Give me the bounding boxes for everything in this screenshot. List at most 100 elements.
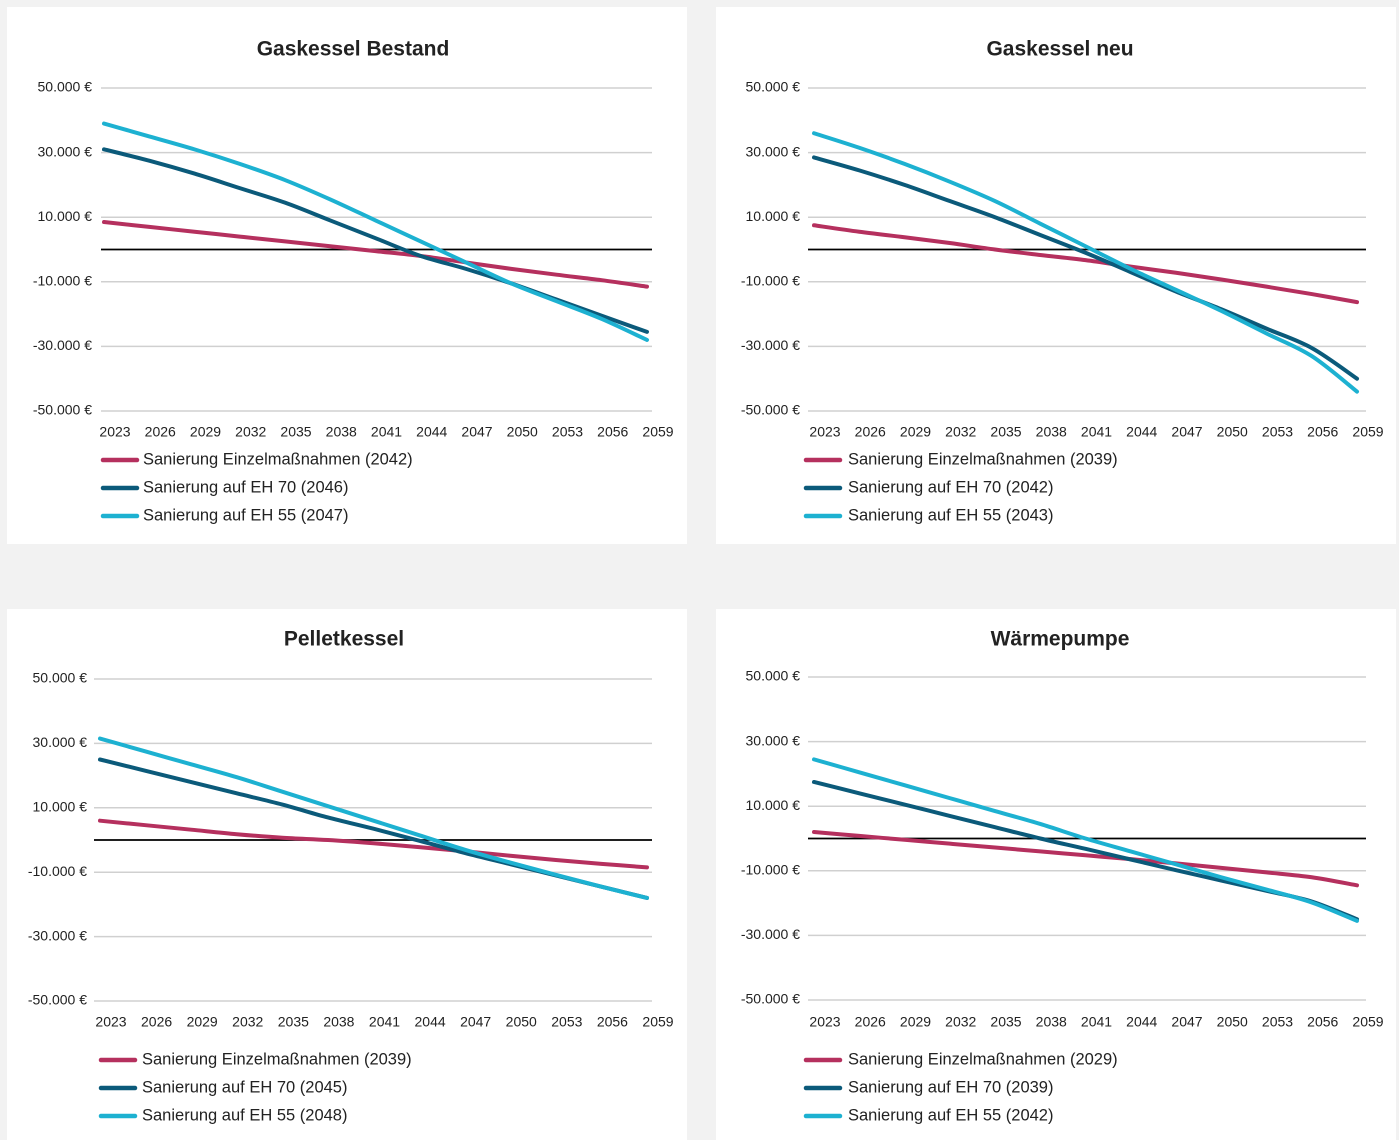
legend-label-eh55: Sanierung auf EH 55 (2042) xyxy=(848,1106,1053,1124)
y-tick-label: -10.000 € xyxy=(33,273,92,289)
y-tick-label: -10.000 € xyxy=(741,273,800,289)
legend-label-eh70: Sanierung auf EH 70 (2045) xyxy=(142,1078,347,1096)
series-line-eh55 xyxy=(812,131,1359,394)
x-tick-label: 2056 xyxy=(1307,424,1338,440)
x-tick-label: 2056 xyxy=(597,424,628,440)
y-tick-label: 10.000 € xyxy=(746,797,801,813)
y-tick-label: -30.000 € xyxy=(33,337,92,353)
x-tick-label: 2050 xyxy=(1217,1014,1248,1030)
y-tick-label: -50.000 € xyxy=(28,992,87,1008)
series-line-eh70 xyxy=(812,155,1359,381)
chart-panel-gaskessel-neu: Gaskessel neu 50.000 € 30.000 € 10.000 € -10… xyxy=(716,7,1396,544)
x-tick-label: 2029 xyxy=(190,424,221,440)
x-tick-label: 2044 xyxy=(415,1014,446,1030)
x-tick-label: 2023 xyxy=(95,1014,126,1030)
x-tick-label: 2038 xyxy=(323,1014,354,1030)
x-tick-label: 2029 xyxy=(187,1014,218,1030)
x-tick-label: 2029 xyxy=(900,1014,931,1030)
x-tick-label: 2047 xyxy=(1171,424,1202,440)
x-tick-label: 2044 xyxy=(1126,1014,1157,1030)
legend-label-eh70: Sanierung auf EH 70 (2046) xyxy=(143,478,348,496)
x-tick-label: 2035 xyxy=(990,424,1021,440)
y-tick-label: -10.000 € xyxy=(741,862,800,878)
x-tick-label: 2047 xyxy=(461,424,492,440)
legend-label-eh55: Sanierung auf EH 55 (2043) xyxy=(848,506,1053,524)
y-tick-label: 10.000 € xyxy=(746,208,801,224)
chart-title: Pelletkessel xyxy=(284,628,404,651)
x-tick-label: 2032 xyxy=(945,1014,976,1030)
x-tick-label: 2035 xyxy=(280,424,311,440)
legend-label-eh70: Sanierung auf EH 70 (2042) xyxy=(848,478,1053,496)
series-line-einzel xyxy=(98,818,649,870)
series-line-eh70 xyxy=(812,779,1359,922)
x-tick-label: 2050 xyxy=(1217,424,1248,440)
x-tick-label: 2047 xyxy=(1171,1014,1202,1030)
y-tick-label: 30.000 € xyxy=(33,734,88,750)
x-tick-label: 2038 xyxy=(326,424,357,440)
chart-svg: Gaskessel Bestand 50.000 € 30.000 € 10.000 … xyxy=(33,38,674,525)
chart-title: Gaskessel Bestand xyxy=(257,38,450,61)
x-tick-label: 2026 xyxy=(141,1014,172,1030)
legend-label-einzel: Sanierung Einzelmaßnahmen (2039) xyxy=(848,450,1118,468)
legend-label-einzel: Sanierung Einzelmaßnahmen (2029) xyxy=(848,1050,1118,1068)
x-tick-label: 2026 xyxy=(145,424,176,440)
legend-label-eh55: Sanierung auf EH 55 (2048) xyxy=(142,1106,347,1124)
y-tick-label: 10.000 € xyxy=(33,799,88,815)
y-tick-label: 50.000 € xyxy=(746,79,801,95)
x-tick-label: 2032 xyxy=(232,1014,263,1030)
x-tick-label: 2032 xyxy=(945,424,976,440)
x-tick-label: 2023 xyxy=(99,424,130,440)
y-tick-label: 30.000 € xyxy=(38,143,93,159)
x-tick-label: 2026 xyxy=(855,424,886,440)
x-tick-label: 2041 xyxy=(1081,424,1112,440)
x-tick-label: 2023 xyxy=(809,1014,840,1030)
x-tick-label: 2023 xyxy=(809,424,840,440)
x-tick-label: 2035 xyxy=(990,1014,1021,1030)
chart-panel-gaskessel-bestand: Gaskessel Bestand 50.000 € 30.000 € 10.000 … xyxy=(7,7,687,544)
chart-title: Gaskessel neu xyxy=(986,38,1133,61)
legend-label-einzel: Sanierung Einzelmaßnahmen (2039) xyxy=(142,1050,412,1068)
x-tick-label: 2035 xyxy=(278,1014,309,1030)
x-tick-label: 2056 xyxy=(597,1014,628,1030)
x-tick-label: 2059 xyxy=(1352,1014,1383,1030)
series-line-eh55 xyxy=(812,757,1359,923)
x-tick-label: 2053 xyxy=(1262,424,1293,440)
x-tick-label: 2056 xyxy=(1307,1014,1338,1030)
series-line-eh55 xyxy=(98,736,649,900)
y-tick-label: -30.000 € xyxy=(741,337,800,353)
x-tick-label: 2053 xyxy=(551,1014,582,1030)
y-tick-label: 10.000 € xyxy=(38,208,93,224)
chart-panel-waermepumpe: Wärmepumpe 50.000 € 30.000 € 10.000 € -10.00… xyxy=(716,609,1396,1140)
legend-label-einzel: Sanierung Einzelmaßnahmen (2042) xyxy=(143,450,413,468)
chart-title: Wärmepumpe xyxy=(991,628,1130,651)
y-tick-label: 30.000 € xyxy=(746,732,801,748)
x-tick-label: 2041 xyxy=(1081,1014,1112,1030)
chart-svg: Wärmepumpe 50.000 € 30.000 € 10.000 € -10.00… xyxy=(741,628,1384,1125)
x-tick-label: 2029 xyxy=(900,424,931,440)
series-line-einzel xyxy=(812,223,1359,305)
x-tick-label: 2041 xyxy=(369,1014,400,1030)
chart-panel-pelletkessel: Pelletkessel 50.000 € 30.000 € 10.000 € -10.… xyxy=(7,609,687,1140)
x-tick-label: 2059 xyxy=(642,424,673,440)
x-tick-label: 2038 xyxy=(1036,424,1067,440)
legend-label-eh55: Sanierung auf EH 55 (2047) xyxy=(143,506,348,524)
y-tick-label: -50.000 € xyxy=(741,402,800,418)
series-line-einzel xyxy=(812,830,1359,888)
y-tick-label: -30.000 € xyxy=(28,927,87,943)
chart-svg: Gaskessel neu 50.000 € 30.000 € 10.000 € -10… xyxy=(741,38,1384,525)
series-line-eh55 xyxy=(102,121,649,342)
y-tick-label: -50.000 € xyxy=(741,991,800,1007)
x-tick-label: 2059 xyxy=(642,1014,673,1030)
y-tick-label: 50.000 € xyxy=(33,670,88,686)
y-tick-label: -30.000 € xyxy=(741,926,800,942)
x-tick-label: 2038 xyxy=(1036,1014,1067,1030)
y-tick-label: 50.000 € xyxy=(746,668,801,684)
y-tick-label: -10.000 € xyxy=(28,863,87,879)
y-tick-label: 30.000 € xyxy=(746,143,801,159)
x-tick-label: 2053 xyxy=(1262,1014,1293,1030)
x-tick-label: 2044 xyxy=(416,424,447,440)
x-tick-label: 2059 xyxy=(1352,424,1383,440)
x-tick-label: 2026 xyxy=(855,1014,886,1030)
x-tick-label: 2032 xyxy=(235,424,266,440)
x-tick-label: 2041 xyxy=(371,424,402,440)
